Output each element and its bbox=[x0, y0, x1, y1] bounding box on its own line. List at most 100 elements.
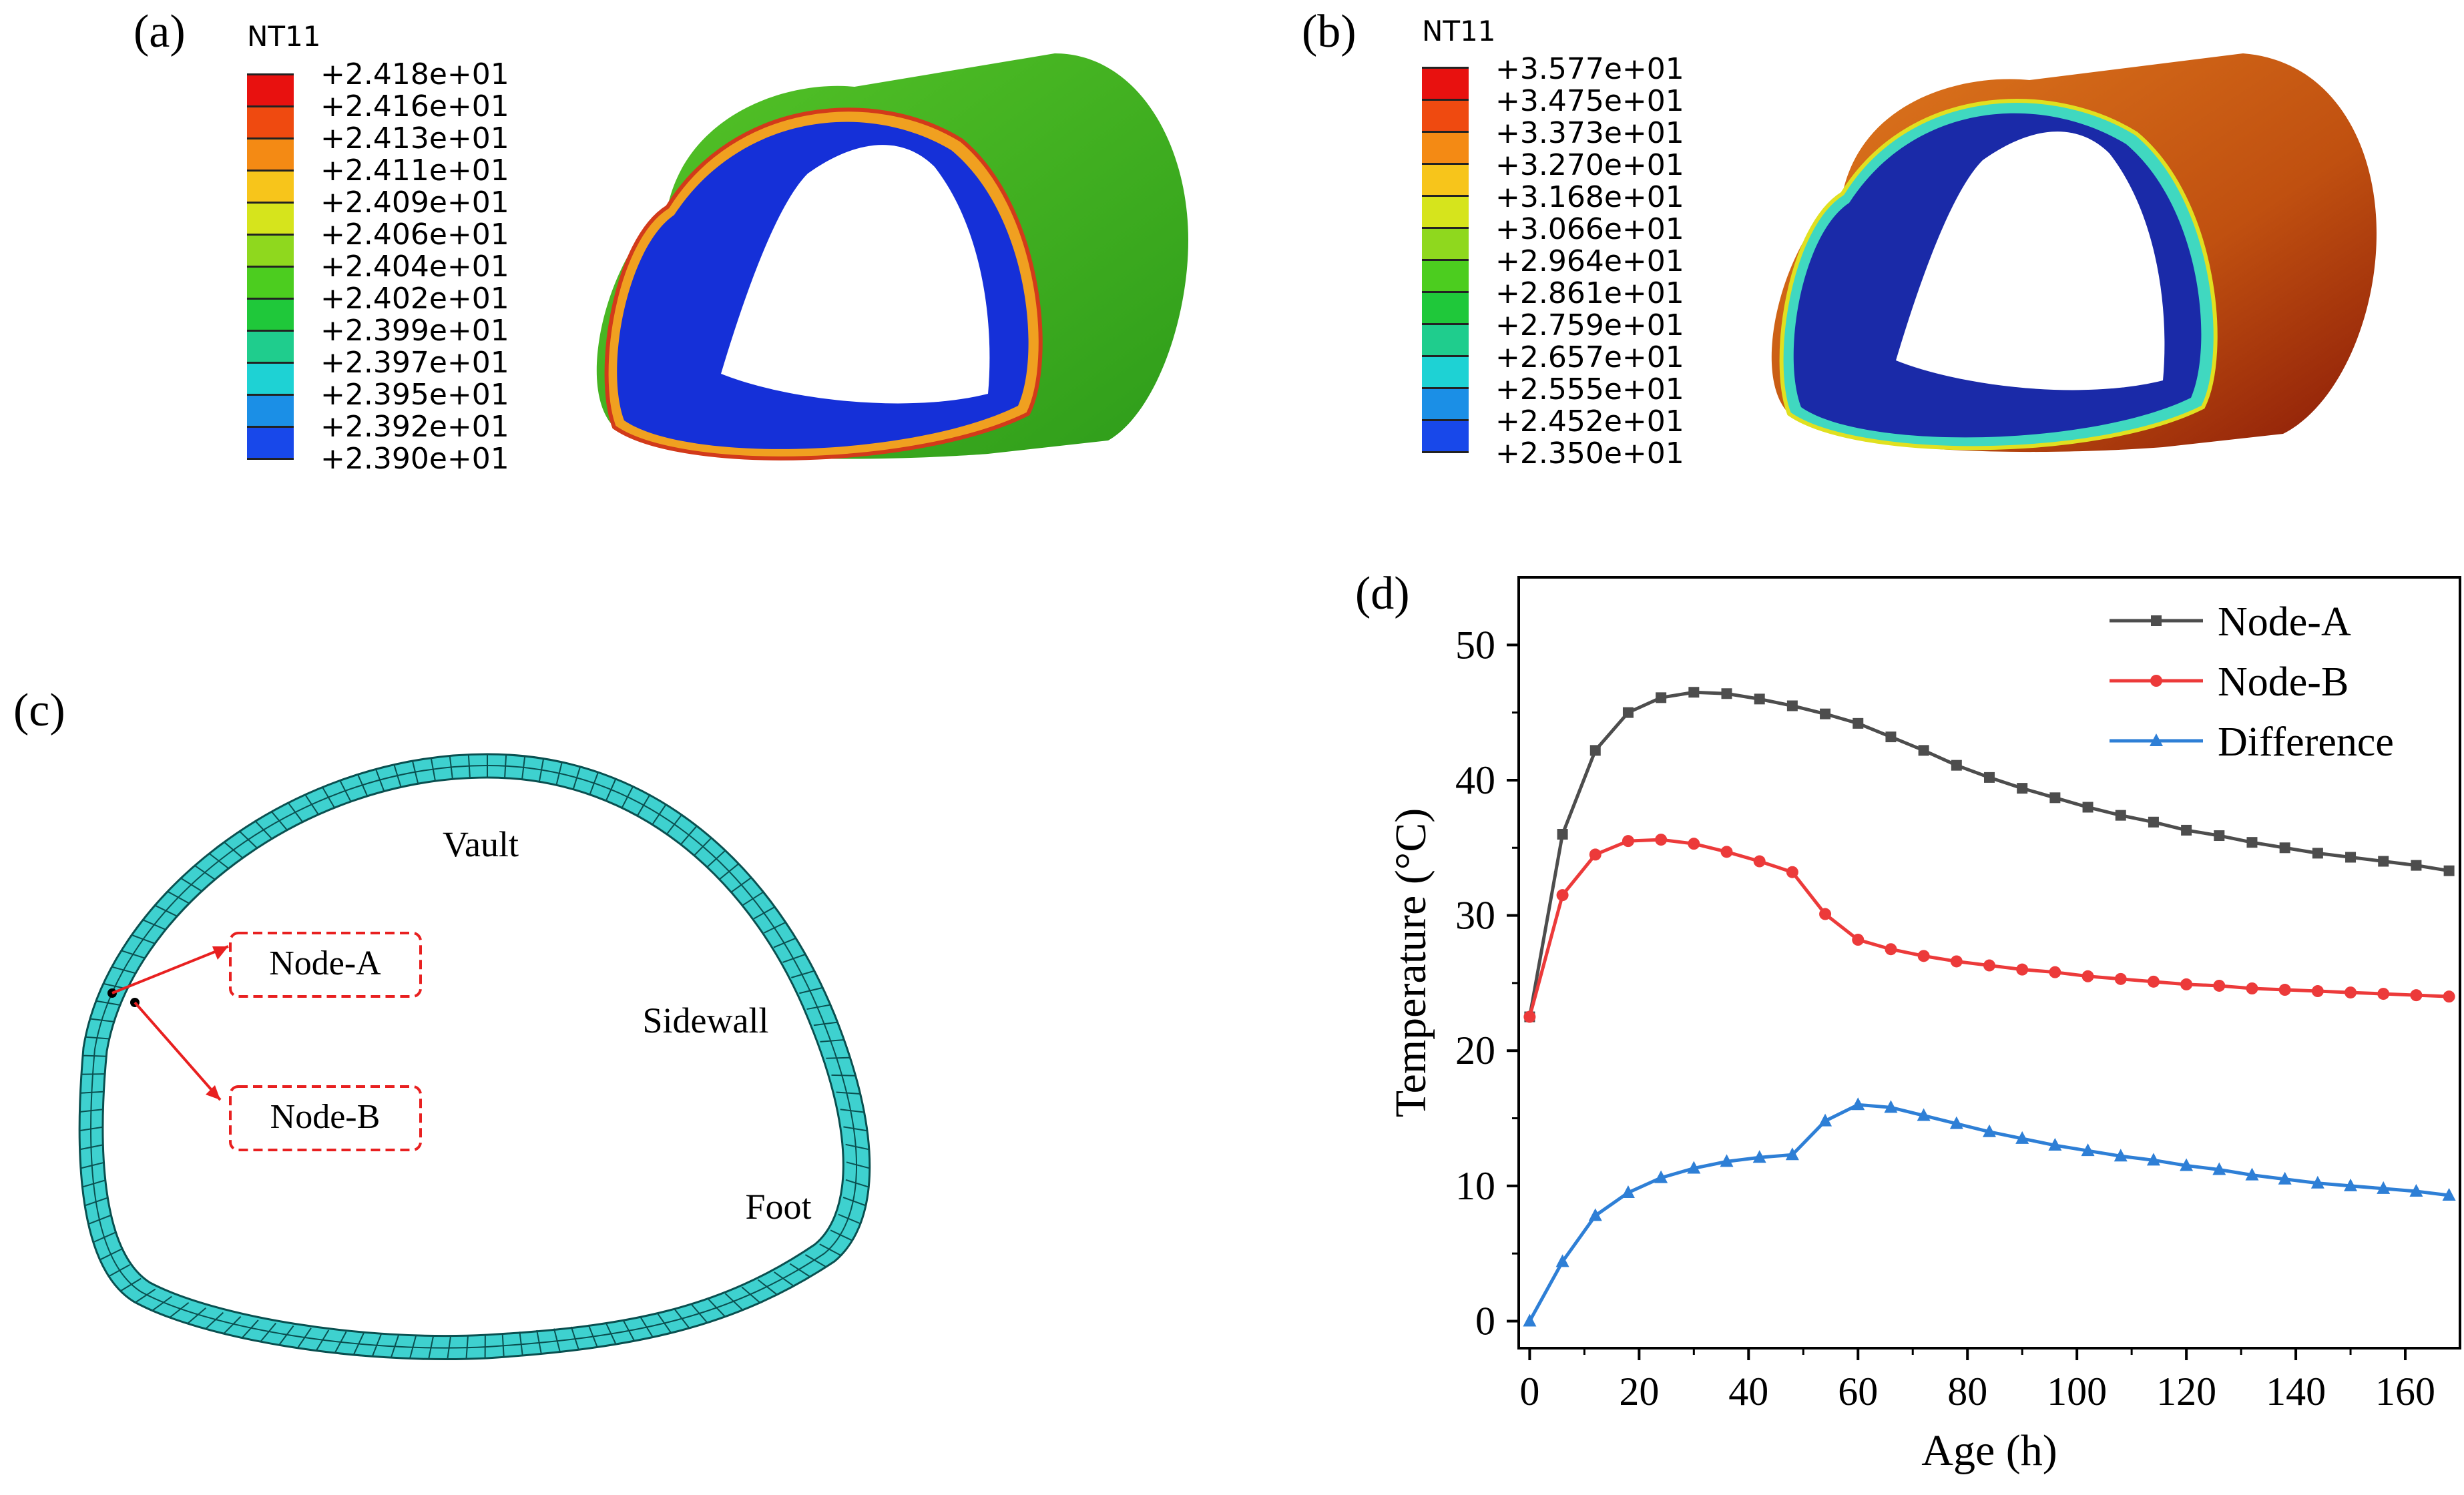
legend-color-segment bbox=[1422, 419, 1469, 451]
lining-segment-line bbox=[806, 1004, 831, 1010]
data-point bbox=[2245, 1167, 2259, 1181]
x-tick-label: 100 bbox=[2047, 1370, 2107, 1414]
data-point bbox=[1818, 1113, 1832, 1127]
data-point bbox=[1656, 692, 1667, 703]
lining-segment-line bbox=[707, 850, 726, 868]
legend-color-segment bbox=[247, 234, 294, 266]
legend-value: +3.168e+01 bbox=[1495, 180, 1684, 214]
data-point bbox=[1983, 1124, 1996, 1137]
lining-segment-line bbox=[842, 1197, 867, 1207]
x-axis-label: Age (h) bbox=[1921, 1426, 2057, 1475]
lining-segment-line bbox=[789, 1263, 810, 1277]
lining-segment-line bbox=[169, 1301, 190, 1318]
legend-color-segment bbox=[1422, 387, 1469, 419]
panel-a-legend-values: +2.418e+01 +2.416e+01 +2.413e+01 +2.411e+01… bbox=[320, 59, 509, 475]
data-point bbox=[2146, 1153, 2160, 1166]
data-point bbox=[2278, 984, 2291, 996]
data-point bbox=[1556, 889, 1569, 902]
data-point bbox=[2115, 810, 2126, 821]
legend-value: +2.406e+01 bbox=[320, 218, 509, 252]
legend-value: +3.577e+01 bbox=[1495, 52, 1684, 86]
legend-value: +2.416e+01 bbox=[320, 89, 509, 123]
lining-segment-line bbox=[111, 966, 136, 974]
data-point bbox=[1951, 760, 1962, 771]
lining-segment-line bbox=[428, 1335, 435, 1360]
legend-value: +2.861e+01 bbox=[1495, 276, 1684, 310]
lining-segment-line bbox=[278, 1325, 294, 1346]
lining-segment-line bbox=[605, 778, 617, 802]
legend-value: +2.411e+01 bbox=[320, 154, 509, 188]
lining-segment-line bbox=[757, 1279, 778, 1295]
lining-segment-line bbox=[409, 1335, 417, 1359]
y-tick-label: 20 bbox=[1455, 1028, 1495, 1073]
legend-label: Node-A bbox=[2218, 599, 2351, 645]
lining-segment-line bbox=[724, 1293, 744, 1311]
lining-segment-line bbox=[271, 811, 288, 831]
lining-segment-line bbox=[636, 794, 651, 816]
data-point bbox=[1688, 838, 1700, 850]
lining-segment-line bbox=[621, 786, 634, 808]
panel-a-variable-label: NT11 bbox=[247, 20, 321, 53]
panel-b-lining-render bbox=[1771, 53, 2377, 453]
legend-color-segment bbox=[247, 170, 294, 202]
legend-value: +2.418e+01 bbox=[320, 57, 509, 91]
lining-segment-line bbox=[357, 774, 368, 797]
panel-a-color-legend bbox=[247, 73, 294, 460]
lining-segment-line bbox=[589, 772, 599, 796]
data-point bbox=[1917, 950, 1930, 962]
data-point bbox=[1885, 943, 1897, 956]
legend-value: +3.270e+01 bbox=[1495, 148, 1684, 182]
lining-segment-line bbox=[84, 1197, 108, 1207]
sidewall-label: Sidewall bbox=[643, 1000, 769, 1040]
lining-segment-line bbox=[680, 825, 698, 845]
x-tick-label: 20 bbox=[1619, 1370, 1659, 1414]
lining-segment-line bbox=[108, 1264, 131, 1277]
legend-value: +3.066e+01 bbox=[1495, 212, 1684, 246]
lining-segment-line bbox=[430, 758, 437, 782]
legend-color-segment bbox=[247, 73, 294, 105]
x-tick-label: 140 bbox=[2266, 1370, 2326, 1414]
data-point bbox=[1622, 707, 1634, 718]
lining-segment-line bbox=[224, 842, 243, 858]
lining-segment-line bbox=[764, 922, 786, 934]
legend-value: +2.395e+01 bbox=[320, 378, 509, 412]
lining-segment-line bbox=[371, 1333, 382, 1357]
lining-segment-line bbox=[773, 937, 796, 948]
data-point bbox=[2246, 837, 2258, 848]
lining-segment-line bbox=[131, 934, 155, 944]
legend-color-segment bbox=[1422, 163, 1469, 195]
lining-segment-line bbox=[843, 1126, 868, 1132]
legend-value: +2.409e+01 bbox=[320, 186, 509, 220]
legend-value: +2.413e+01 bbox=[320, 121, 509, 156]
data-point bbox=[1688, 687, 1700, 698]
lining-segment-line bbox=[82, 1179, 106, 1188]
lining-segment-line bbox=[555, 762, 563, 786]
data-point bbox=[1720, 846, 1733, 858]
data-point bbox=[1621, 1185, 1635, 1198]
legend-color-segment bbox=[1422, 291, 1469, 323]
legend-value: +2.402e+01 bbox=[320, 282, 509, 316]
lining-segment-line bbox=[742, 891, 764, 906]
legend-value: +2.399e+01 bbox=[320, 314, 509, 348]
lining-segment-line bbox=[322, 787, 336, 809]
lining-segment-line bbox=[813, 1021, 838, 1026]
lining-segment-line bbox=[88, 1214, 111, 1225]
x-tick-label: 80 bbox=[1947, 1370, 1987, 1414]
legend-color-segment bbox=[247, 298, 294, 330]
x-tick-label: 40 bbox=[1728, 1370, 1768, 1414]
legend-color-segment bbox=[247, 426, 294, 458]
data-point bbox=[1885, 731, 1897, 743]
data-point bbox=[2246, 982, 2258, 994]
lining-segment-line bbox=[820, 1039, 844, 1042]
data-point bbox=[2150, 675, 2162, 687]
lining-segment-line bbox=[831, 1074, 856, 1077]
lining-segment-line bbox=[449, 756, 454, 780]
data-point bbox=[2213, 979, 2226, 992]
legend-color-segment bbox=[247, 394, 294, 426]
lining-segment-line bbox=[838, 1213, 861, 1225]
lining-segment-line bbox=[656, 1313, 672, 1333]
legend-value: +3.373e+01 bbox=[1495, 116, 1684, 150]
lining-segment-line bbox=[536, 1329, 542, 1354]
legend-value: +3.475e+01 bbox=[1495, 84, 1684, 118]
lining-segment-line bbox=[694, 837, 712, 856]
